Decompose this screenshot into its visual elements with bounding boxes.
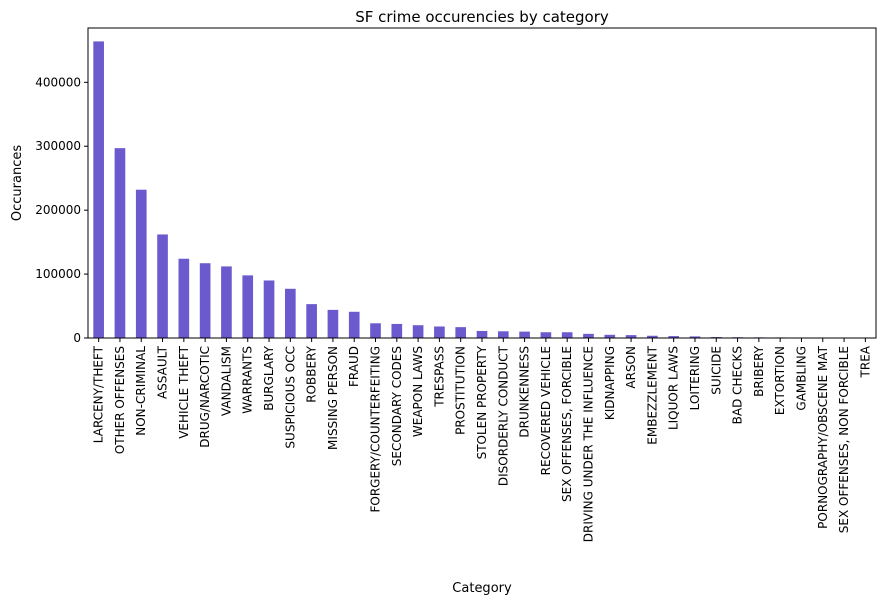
x-tick-label: SEX OFFENSES, FORCIBLE: [560, 346, 574, 502]
bar: [136, 190, 147, 338]
x-tick-label: DRUNKENNESS: [518, 346, 532, 438]
x-tick-label: KIDNAPPING: [603, 346, 617, 420]
bar: [306, 304, 317, 338]
x-tick-label: TRESPASS: [432, 346, 446, 408]
bar: [285, 289, 296, 338]
bar: [498, 331, 509, 338]
y-tick-label: 300000: [35, 139, 81, 153]
x-tick-label: SUICIDE: [709, 346, 723, 395]
x-tick-label: BURGLARY: [262, 345, 276, 410]
bar: [349, 312, 360, 338]
bars: [93, 41, 870, 338]
x-tick-label: VANDALISM: [219, 346, 233, 416]
x-tick-label: SECONDARY CODES: [390, 346, 404, 466]
x-tick-label: OTHER OFFENSES: [113, 346, 127, 454]
x-tick-label: EMBEZZLEMENT: [645, 345, 659, 444]
x-tick-label: TREA: [858, 345, 872, 378]
bar: [115, 148, 126, 338]
x-tick-label: LOITERING: [688, 346, 702, 410]
x-tick-label: RECOVERED VEHICLE: [539, 346, 553, 475]
y-axis-label: Occurances: [10, 145, 25, 221]
y-tick-label: 100000: [35, 267, 81, 281]
bar: [583, 334, 594, 338]
y-axis: 0 100000 200000 300000 400000: [35, 75, 88, 345]
x-tick-label: DRIVING UNDER THE INFLUENCE: [581, 346, 595, 542]
chart-title: SF crime occurencies by category: [355, 8, 609, 26]
x-tick-label: PROSTITUTION: [454, 346, 468, 435]
bar: [455, 327, 466, 338]
x-tick-label: LARCENY/THEFT: [92, 345, 106, 443]
bar: [93, 41, 104, 338]
bar: [200, 263, 211, 338]
y-tick-label: 400000: [35, 75, 81, 89]
bar: [370, 323, 381, 338]
bar: [242, 275, 253, 338]
x-tick-label: SEX OFFENSES, NON FORCIBLE: [837, 346, 851, 533]
x-axis-label: Category: [452, 581, 512, 596]
x-tick-label: ASSAULT: [156, 345, 170, 399]
x-tick-label: GAMBLING: [794, 346, 808, 411]
x-tick-label: ROBBERY: [305, 345, 319, 402]
x-tick-label: FORGERY/COUNTERFEITING: [369, 346, 383, 513]
x-tick-label: ARSON: [624, 346, 638, 389]
x-tick-label: LIQUOR LAWS: [667, 346, 681, 430]
bar: [541, 332, 552, 338]
bar: [328, 310, 339, 338]
bar: [477, 331, 488, 338]
x-tick-label: PORNOGRAPHY/OBSCENE MAT: [816, 345, 830, 528]
x-tick-label: WEAPON LAWS: [411, 346, 425, 437]
x-tick-label: FRAUD: [347, 346, 361, 387]
y-tick-label: 0: [73, 331, 81, 345]
bar: [391, 324, 402, 338]
x-tick-label: SUSPICIOUS OCC: [283, 346, 297, 449]
bar: [157, 234, 168, 338]
bar: [264, 280, 275, 338]
bar: [562, 332, 573, 338]
bar: [413, 325, 424, 338]
x-tick-label: STOLEN PROPERTY: [475, 345, 489, 459]
y-tick-label: 200000: [35, 203, 81, 217]
x-tick-label: BAD CHECKS: [731, 346, 745, 424]
x-tick-label: BRIBERY: [752, 345, 766, 396]
bar: [434, 326, 445, 338]
x-tick-label: WARRANTS: [241, 346, 255, 414]
bar: [221, 266, 232, 338]
x-tick-label: NON-CRIMINAL: [134, 346, 148, 436]
x-tick-label: EXTORTION: [773, 346, 787, 415]
x-tick-label: MISSING PERSON: [326, 346, 340, 450]
x-tick-label: DRUG/NARCOTIC: [198, 346, 212, 448]
bar: [179, 259, 190, 338]
x-tick-label: VEHICLE THEFT: [177, 345, 191, 438]
bar: [519, 332, 530, 338]
x-axis: LARCENY/THEFT OTHER OFFENSES NON-CRIMINAL A…: [92, 338, 873, 542]
x-tick-label: DISORDERLY CONDUCT: [496, 345, 510, 486]
